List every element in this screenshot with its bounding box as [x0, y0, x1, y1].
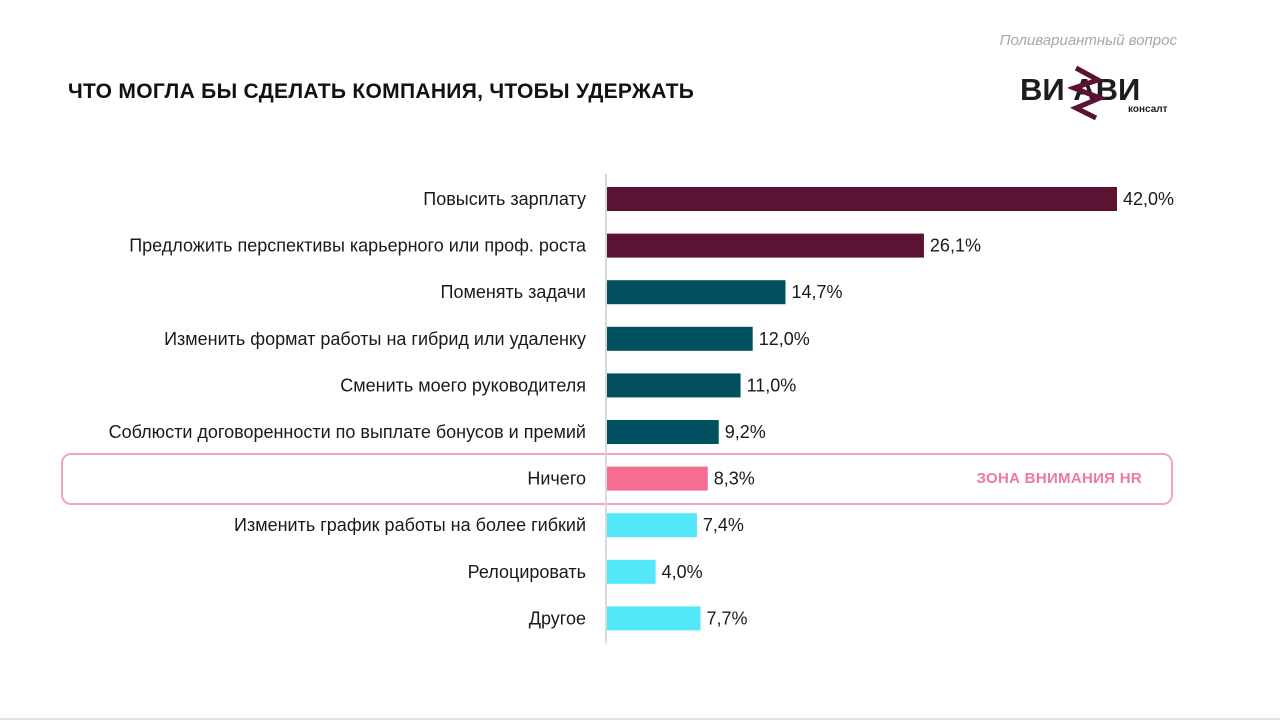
bar: [607, 513, 697, 538]
category-label: Предложить перспективы карьерного или пр…: [129, 236, 587, 256]
value-label: 8,3%: [714, 469, 755, 489]
bar: [607, 420, 719, 444]
bar: [607, 466, 708, 491]
value-label: 9,2%: [725, 422, 766, 442]
value-label: 42,0%: [1123, 189, 1174, 209]
value-label: 7,7%: [707, 608, 748, 628]
category-label: Соблюсти договоренности по выплате бонус…: [109, 422, 586, 442]
bottom-divider: [0, 718, 1280, 720]
category-label: Изменить график работы на более гибкий: [234, 515, 586, 535]
bar: [607, 606, 701, 631]
category-label: Релоцировать: [468, 562, 586, 582]
logo-subtitle: консалт: [1128, 104, 1168, 115]
page-title: ЧТО МОГЛА БЫ СДЕЛАТЬ КОМПАНИЯ, ЧТОБЫ УДЕ…: [68, 80, 695, 103]
category-label: Другое: [529, 608, 586, 628]
category-label: Поменять задачи: [441, 282, 586, 302]
value-label: 12,0%: [759, 329, 810, 349]
category-label: Сменить моего руководителя: [340, 375, 586, 395]
bar: [607, 373, 741, 398]
value-label: 7,4%: [703, 515, 744, 535]
hr-attention-zone: [61, 453, 1173, 505]
question-type-subtitle: Поливариантный вопрос: [999, 32, 1177, 49]
category-label: Изменить формат работы на гибрид или уда…: [164, 329, 586, 349]
bar: [607, 326, 753, 351]
logo-zigzag-icon: [1068, 65, 1107, 120]
bar: [607, 233, 924, 258]
company-logo: ВИ АВИ консалт: [1018, 62, 1188, 122]
bar: [607, 187, 1117, 211]
value-label: 26,1%: [930, 236, 981, 256]
hr-attention-zone-label: ЗОНА ВНИМАНИЯ HR: [976, 470, 1142, 487]
value-label: 14,7%: [792, 282, 843, 302]
bar: [607, 280, 786, 305]
value-label: 11,0%: [747, 375, 797, 395]
bars-group: Повысить зарплату 42,0% Предложить перспек…: [109, 187, 1174, 631]
value-label: 4,0%: [662, 562, 703, 582]
category-label: Ничего: [527, 469, 586, 489]
category-label: Повысить зарплату: [423, 189, 586, 209]
bar: [607, 559, 656, 584]
